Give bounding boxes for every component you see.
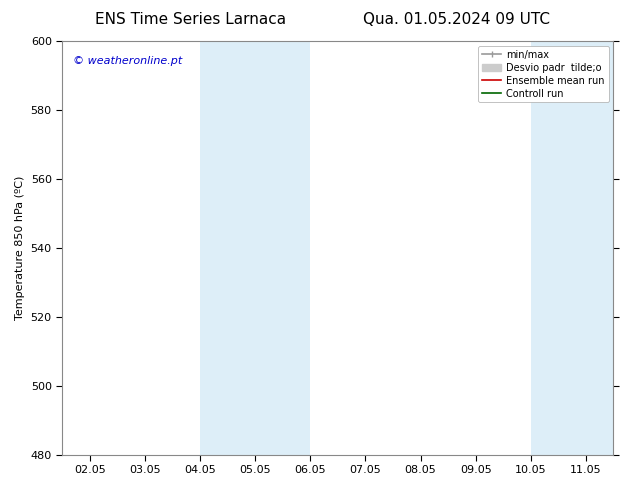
Bar [531, 41, 614, 455]
Text: Qua. 01.05.2024 09 UTC: Qua. 01.05.2024 09 UTC [363, 12, 550, 27]
Legend: min/max, Desvio padr  tilde;o, Ensemble mean run, Controll run: min/max, Desvio padr tilde;o, Ensemble m… [478, 46, 609, 102]
Text: ENS Time Series Larnaca: ENS Time Series Larnaca [94, 12, 286, 27]
Y-axis label: Temperature 850 hPa (ºC): Temperature 850 hPa (ºC) [15, 175, 25, 320]
Text: © weatheronline.pt: © weatheronline.pt [74, 55, 183, 66]
Bar [200, 41, 310, 455]
